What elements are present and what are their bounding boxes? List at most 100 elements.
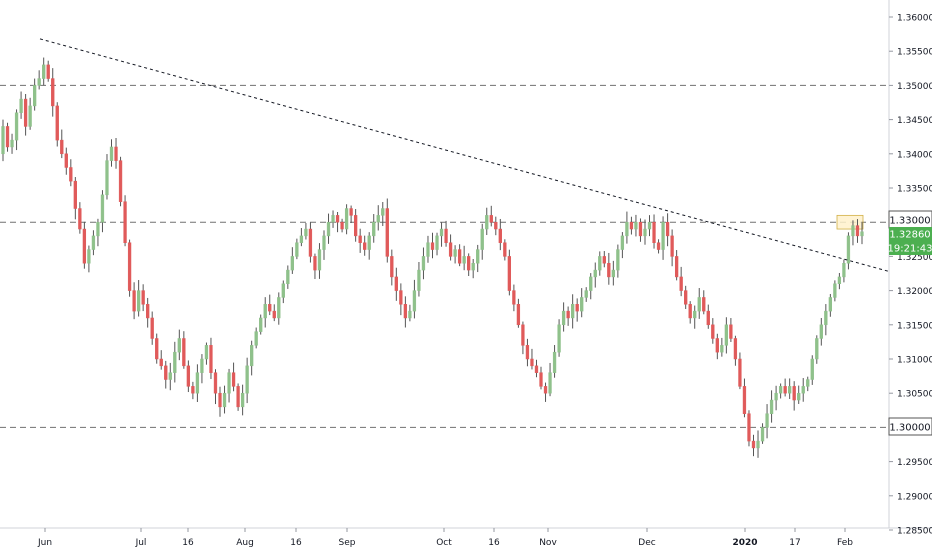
candle-down [656, 242, 661, 250]
level-low-label: 1.30000 [889, 423, 930, 434]
candle-down [399, 290, 403, 305]
candle-down [78, 208, 82, 230]
trendline-layer [39, 38, 890, 272]
candle-down [182, 338, 186, 367]
time-tick-label: Aug [236, 538, 254, 548]
candle-up [584, 290, 588, 298]
candle-up [222, 392, 227, 408]
candle-up [756, 440, 760, 449]
candle-down [132, 290, 136, 312]
candle-up [326, 221, 331, 237]
candle-up [376, 215, 380, 223]
candle-up [557, 324, 561, 353]
candle-down [702, 297, 706, 312]
candle-up [837, 276, 842, 285]
candle-up [593, 269, 597, 278]
candle-up [625, 221, 629, 237]
candle-down [566, 310, 570, 319]
candle-up [412, 290, 417, 312]
time-tick-label: 16 [488, 538, 500, 548]
candle-up [851, 225, 855, 237]
candle-up [647, 221, 652, 230]
candle-down [5, 126, 10, 148]
candle-up [344, 208, 349, 230]
candle-down [114, 146, 118, 161]
price-tick-label: 1.32500 [897, 253, 932, 263]
candle-up [254, 331, 258, 346]
level-low-label-bg [888, 417, 932, 436]
candle-down [51, 78, 55, 107]
time-tick-label: Oct [436, 538, 452, 548]
price-tick-label: 1.35500 [897, 48, 932, 58]
candle-up [548, 372, 552, 394]
candle-up [367, 235, 371, 250]
candle-up [245, 365, 249, 394]
candle-up [204, 345, 209, 360]
candle-down [363, 242, 367, 250]
candle-down [448, 242, 453, 257]
candle-down [127, 242, 132, 291]
candle-up [1, 126, 5, 155]
candle-down [684, 290, 688, 305]
candle-down [394, 276, 398, 291]
candle-down [272, 310, 276, 319]
candle-up [643, 228, 647, 237]
candle-down [141, 290, 145, 305]
candle-down [738, 358, 742, 387]
candle-up [10, 139, 14, 148]
candle-up [435, 235, 439, 250]
candle-down [69, 167, 73, 182]
candle-up [815, 338, 819, 360]
candle-down [64, 153, 68, 168]
candle-down [118, 160, 123, 202]
candle-down [521, 324, 525, 346]
candle-down [489, 215, 493, 223]
countdown-label-bg [889, 241, 932, 255]
price-tick-label: 1.31000 [897, 356, 932, 366]
descending-trendline[interactable] [39, 38, 890, 272]
candle-down [530, 358, 534, 367]
candle-up [611, 269, 615, 278]
candle-up [810, 358, 814, 380]
candle-down [335, 215, 340, 223]
candle-down [783, 386, 787, 394]
candle-down [209, 345, 213, 373]
time-tick-labels: Jun Jul 16 Aug 16 Sep Oct 16 Nov Dec 2020 17 Feb [37, 528, 853, 548]
candle-down [155, 338, 159, 360]
candle-up [462, 256, 466, 264]
candle-up [724, 324, 729, 346]
candle-down [349, 208, 353, 216]
candle-down [60, 139, 64, 155]
candle-down [729, 324, 733, 339]
candle-down [607, 262, 611, 278]
candle-up [91, 235, 96, 250]
candle-down [494, 221, 498, 230]
candle-down [191, 386, 195, 394]
candle-up [797, 392, 801, 401]
price-tick-label: 1.32000 [897, 287, 932, 297]
time-tick-label: 16 [290, 538, 302, 548]
price-axis[interactable] [0, 0, 932, 529]
candle-down [358, 235, 362, 243]
candle-down [236, 386, 240, 408]
candle-down [231, 372, 236, 387]
candle-down [186, 365, 191, 387]
candle-down [503, 242, 507, 257]
candles-layer [1, 57, 864, 458]
candle-up [299, 235, 304, 243]
candle-up [697, 297, 701, 312]
countdown-label: 19:21:43 [888, 244, 932, 255]
candle-up [109, 146, 114, 161]
candle-up [720, 345, 724, 353]
candle-up [580, 297, 584, 312]
candle-up [769, 399, 774, 414]
candle-up [760, 427, 765, 442]
candle-up [589, 276, 593, 291]
candle-down [638, 221, 643, 237]
time-tick-label: Feb [837, 538, 853, 548]
horizontal-levels [0, 84, 889, 428]
price-tick-label: 1.30500 [897, 390, 932, 400]
candle-up [408, 310, 412, 319]
